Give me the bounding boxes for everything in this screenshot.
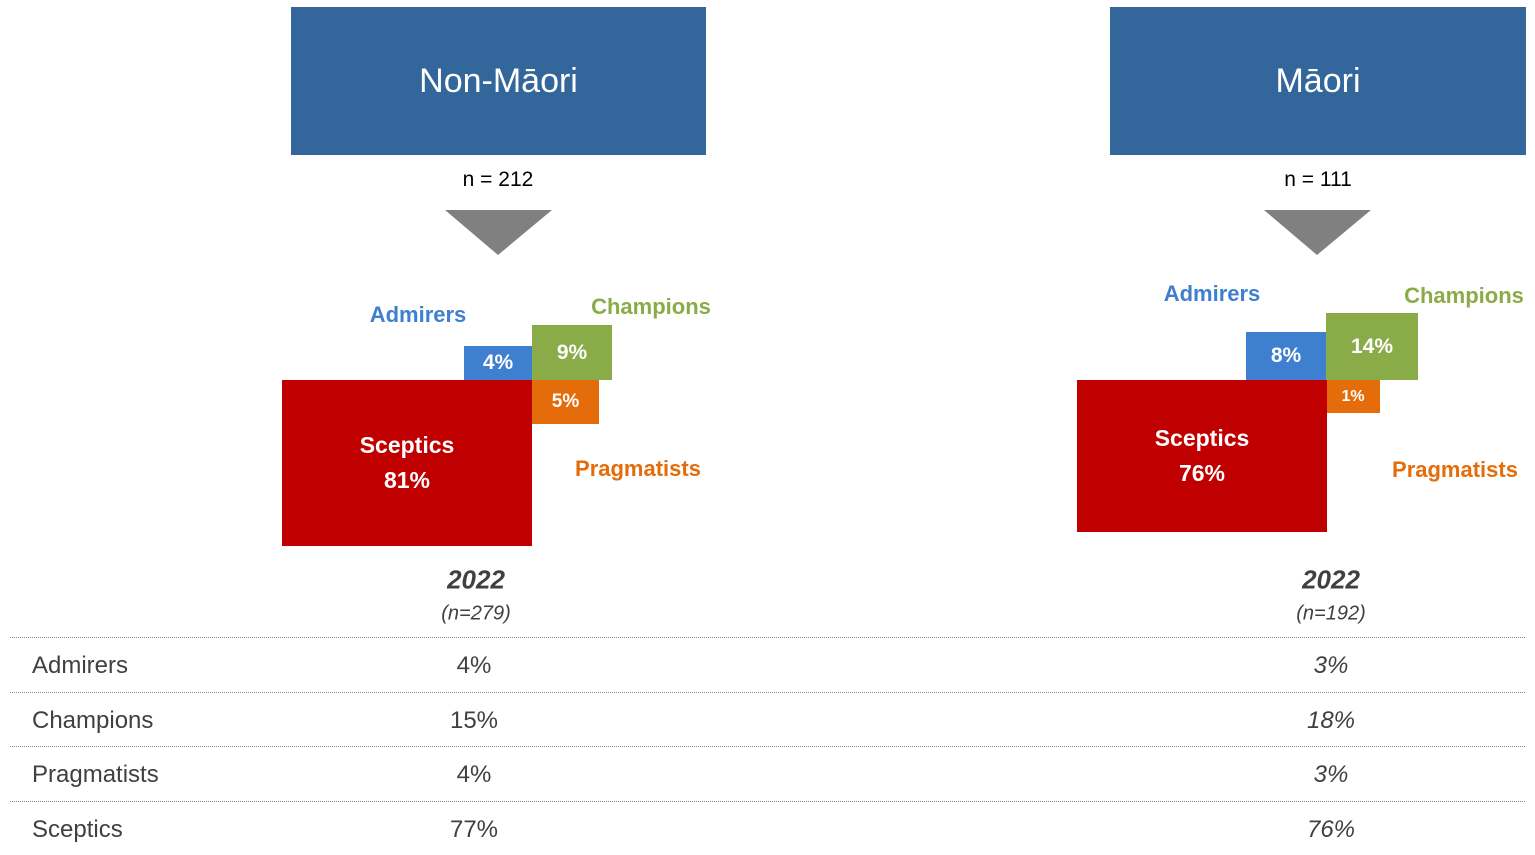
cell: 4% [456,652,492,679]
year-sample: (n=192) [1296,602,1366,625]
pragmatists-box: 1% [1326,380,1380,413]
row-label: Admirers [32,652,129,679]
arrows [445,210,1371,255]
segment-label: Sceptics [359,432,455,458]
row-divider [10,692,1525,693]
segment-value: 8% [1270,344,1302,367]
sample-size: n = 111 [1284,168,1352,191]
pragmatists-box: 5% [532,380,599,424]
group-title: Non-Māori [419,61,578,100]
row-label: Pragmatists [32,761,159,788]
cell: 15% [449,707,499,734]
group-header: Non-Māori [291,7,706,155]
row-divider [10,746,1525,747]
champions-box: 9% [532,325,612,380]
segment-label: Pragmatists [1392,457,1518,482]
admirers-box: 4% [464,346,532,380]
sample-size: n = 212 [462,168,534,191]
cell: 3% [1313,652,1349,679]
segment-value: 4% [482,351,514,374]
row-label: Champions [32,707,154,734]
row-divider [10,637,1525,638]
arrow [1264,210,1371,255]
sceptics-box: Sceptics 76% [1077,380,1327,532]
segment-value: 81% [383,467,431,493]
cell: 4% [456,761,492,788]
segment-label: Champions [1404,283,1524,308]
sceptics-box: Sceptics 81% [282,380,532,546]
row-divider [10,801,1525,802]
group-header: Māori [1110,7,1526,155]
cell: 77% [449,816,499,843]
segment-value: 5% [551,391,580,412]
champions-box: 14% [1326,313,1418,380]
cell: 3% [1313,761,1349,788]
segment-value: 1% [1341,387,1365,405]
segment-label: Pragmatists [575,456,701,481]
segment-value: 76% [1178,460,1226,486]
arrow [445,210,552,255]
cell: 18% [1306,707,1356,734]
segment-value: 14% [1350,334,1394,358]
segment-label: Sceptics [1154,425,1250,451]
year: 2022 [1302,564,1360,595]
segment-value: 9% [556,340,588,364]
admirers-box: 8% [1246,332,1326,380]
year: 2022 [447,564,505,595]
segment-label: Admirers [369,302,467,327]
row-label: Sceptics [32,816,123,843]
group-title: Māori [1275,61,1361,100]
segment-label: Admirers [1163,281,1261,306]
cell: 76% [1306,816,1356,843]
segment-label: Champions [591,294,711,319]
year-sample: (n=279) [441,602,511,625]
